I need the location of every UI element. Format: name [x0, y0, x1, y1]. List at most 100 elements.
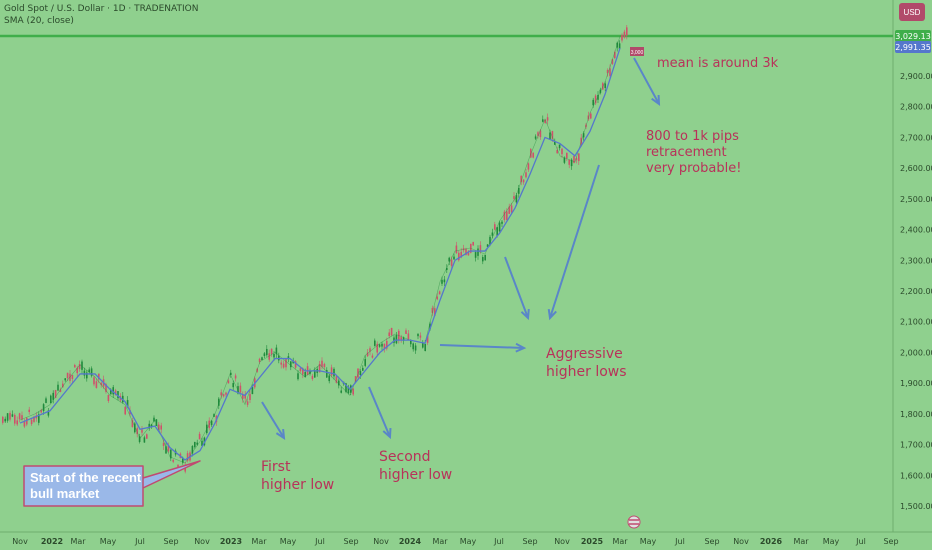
candle	[167, 445, 170, 452]
candle	[369, 348, 371, 352]
currency-badge[interactable]	[899, 3, 925, 21]
x-tick-label: Mar	[793, 537, 809, 546]
candle	[134, 423, 136, 433]
arrow-aggressive-3	[549, 164, 600, 319]
y-tick-label: 2,100.00	[900, 318, 932, 327]
x-tick-label: May	[280, 537, 297, 546]
x-tick-label: 2023	[220, 537, 242, 546]
price-series-line	[19, 36, 621, 464]
candle	[390, 327, 393, 336]
candle	[606, 70, 609, 74]
symbol-title: Gold Spot / U.S. Dollar · 1D · TRADENATI…	[4, 4, 199, 14]
candle	[405, 330, 407, 334]
candle	[618, 43, 621, 49]
candle	[9, 412, 11, 420]
candle	[486, 244, 489, 247]
y-tick-label: 1,700.00	[900, 441, 932, 450]
candle	[270, 348, 273, 355]
x-tick-label: Sep	[163, 537, 178, 546]
candle	[544, 119, 546, 124]
x-tick-label: Jul	[314, 537, 325, 546]
candle	[160, 425, 162, 430]
us-flag-icon[interactable]	[627, 515, 641, 529]
x-tick-label: May	[460, 537, 477, 546]
candle	[191, 445, 194, 454]
first-higher-low-text: First	[261, 459, 291, 475]
candle	[124, 406, 126, 415]
candle	[114, 390, 117, 396]
candle	[42, 404, 45, 411]
candle	[434, 308, 436, 316]
candle	[38, 414, 40, 423]
candle	[170, 449, 172, 459]
candle	[479, 245, 482, 252]
candle	[86, 372, 88, 379]
candle	[522, 179, 525, 183]
candle	[62, 383, 64, 388]
candle	[297, 373, 299, 380]
candle	[328, 375, 330, 382]
candle	[261, 357, 263, 361]
arrow-aggressive-1-head	[515, 342, 527, 353]
y-tick-label: 2,000.00	[900, 348, 932, 357]
candle	[294, 361, 297, 368]
y-tick-label: 1,600.00	[900, 471, 932, 480]
candle	[227, 380, 230, 384]
candle	[45, 398, 47, 403]
candle	[424, 343, 426, 352]
candle	[578, 153, 580, 162]
arrow-aggressive-2-head	[520, 308, 530, 321]
candle	[2, 416, 4, 423]
candle	[513, 196, 515, 199]
candle	[426, 335, 429, 343]
candle	[78, 364, 81, 370]
candle	[76, 368, 78, 374]
candle	[249, 394, 251, 400]
x-tick-label: May	[100, 537, 117, 546]
candle	[378, 344, 381, 347]
candle	[508, 206, 510, 214]
x-tick-label: Jul	[493, 537, 504, 546]
candle	[539, 130, 542, 138]
candle	[323, 363, 326, 368]
candle	[429, 323, 431, 330]
candle	[594, 95, 597, 104]
candle	[388, 332, 390, 337]
candle	[285, 358, 287, 368]
x-tick-label: Jul	[134, 537, 145, 546]
candle	[474, 252, 477, 258]
candle	[604, 83, 606, 88]
candle	[14, 414, 16, 424]
arrow-aggressive-2	[504, 256, 529, 319]
candle	[318, 363, 321, 373]
candle	[222, 394, 225, 397]
candle	[551, 131, 554, 139]
candle	[518, 187, 520, 194]
candle	[374, 340, 376, 346]
candle	[54, 390, 57, 398]
price-axis[interactable]	[893, 0, 932, 550]
candle	[251, 386, 254, 395]
x-tick-label: May	[640, 537, 657, 546]
candle	[138, 436, 141, 442]
y-tick-label: 1,800.00	[900, 410, 932, 419]
last-price-tag-bg	[895, 30, 931, 42]
candle	[112, 387, 114, 395]
candle	[239, 385, 242, 393]
candle	[537, 132, 539, 136]
candle	[326, 370, 328, 378]
candle	[376, 343, 378, 353]
x-tick-label: Sep	[343, 537, 358, 546]
candle	[314, 370, 316, 378]
sma-price-tag: 2,991.35	[895, 43, 931, 52]
candle	[563, 157, 566, 163]
candle	[165, 446, 167, 454]
candle	[525, 172, 527, 178]
candle	[532, 152, 534, 158]
candle	[242, 395, 244, 399]
candle	[153, 417, 155, 422]
arrow-aggressive-1	[439, 344, 525, 349]
candle	[482, 257, 484, 262]
